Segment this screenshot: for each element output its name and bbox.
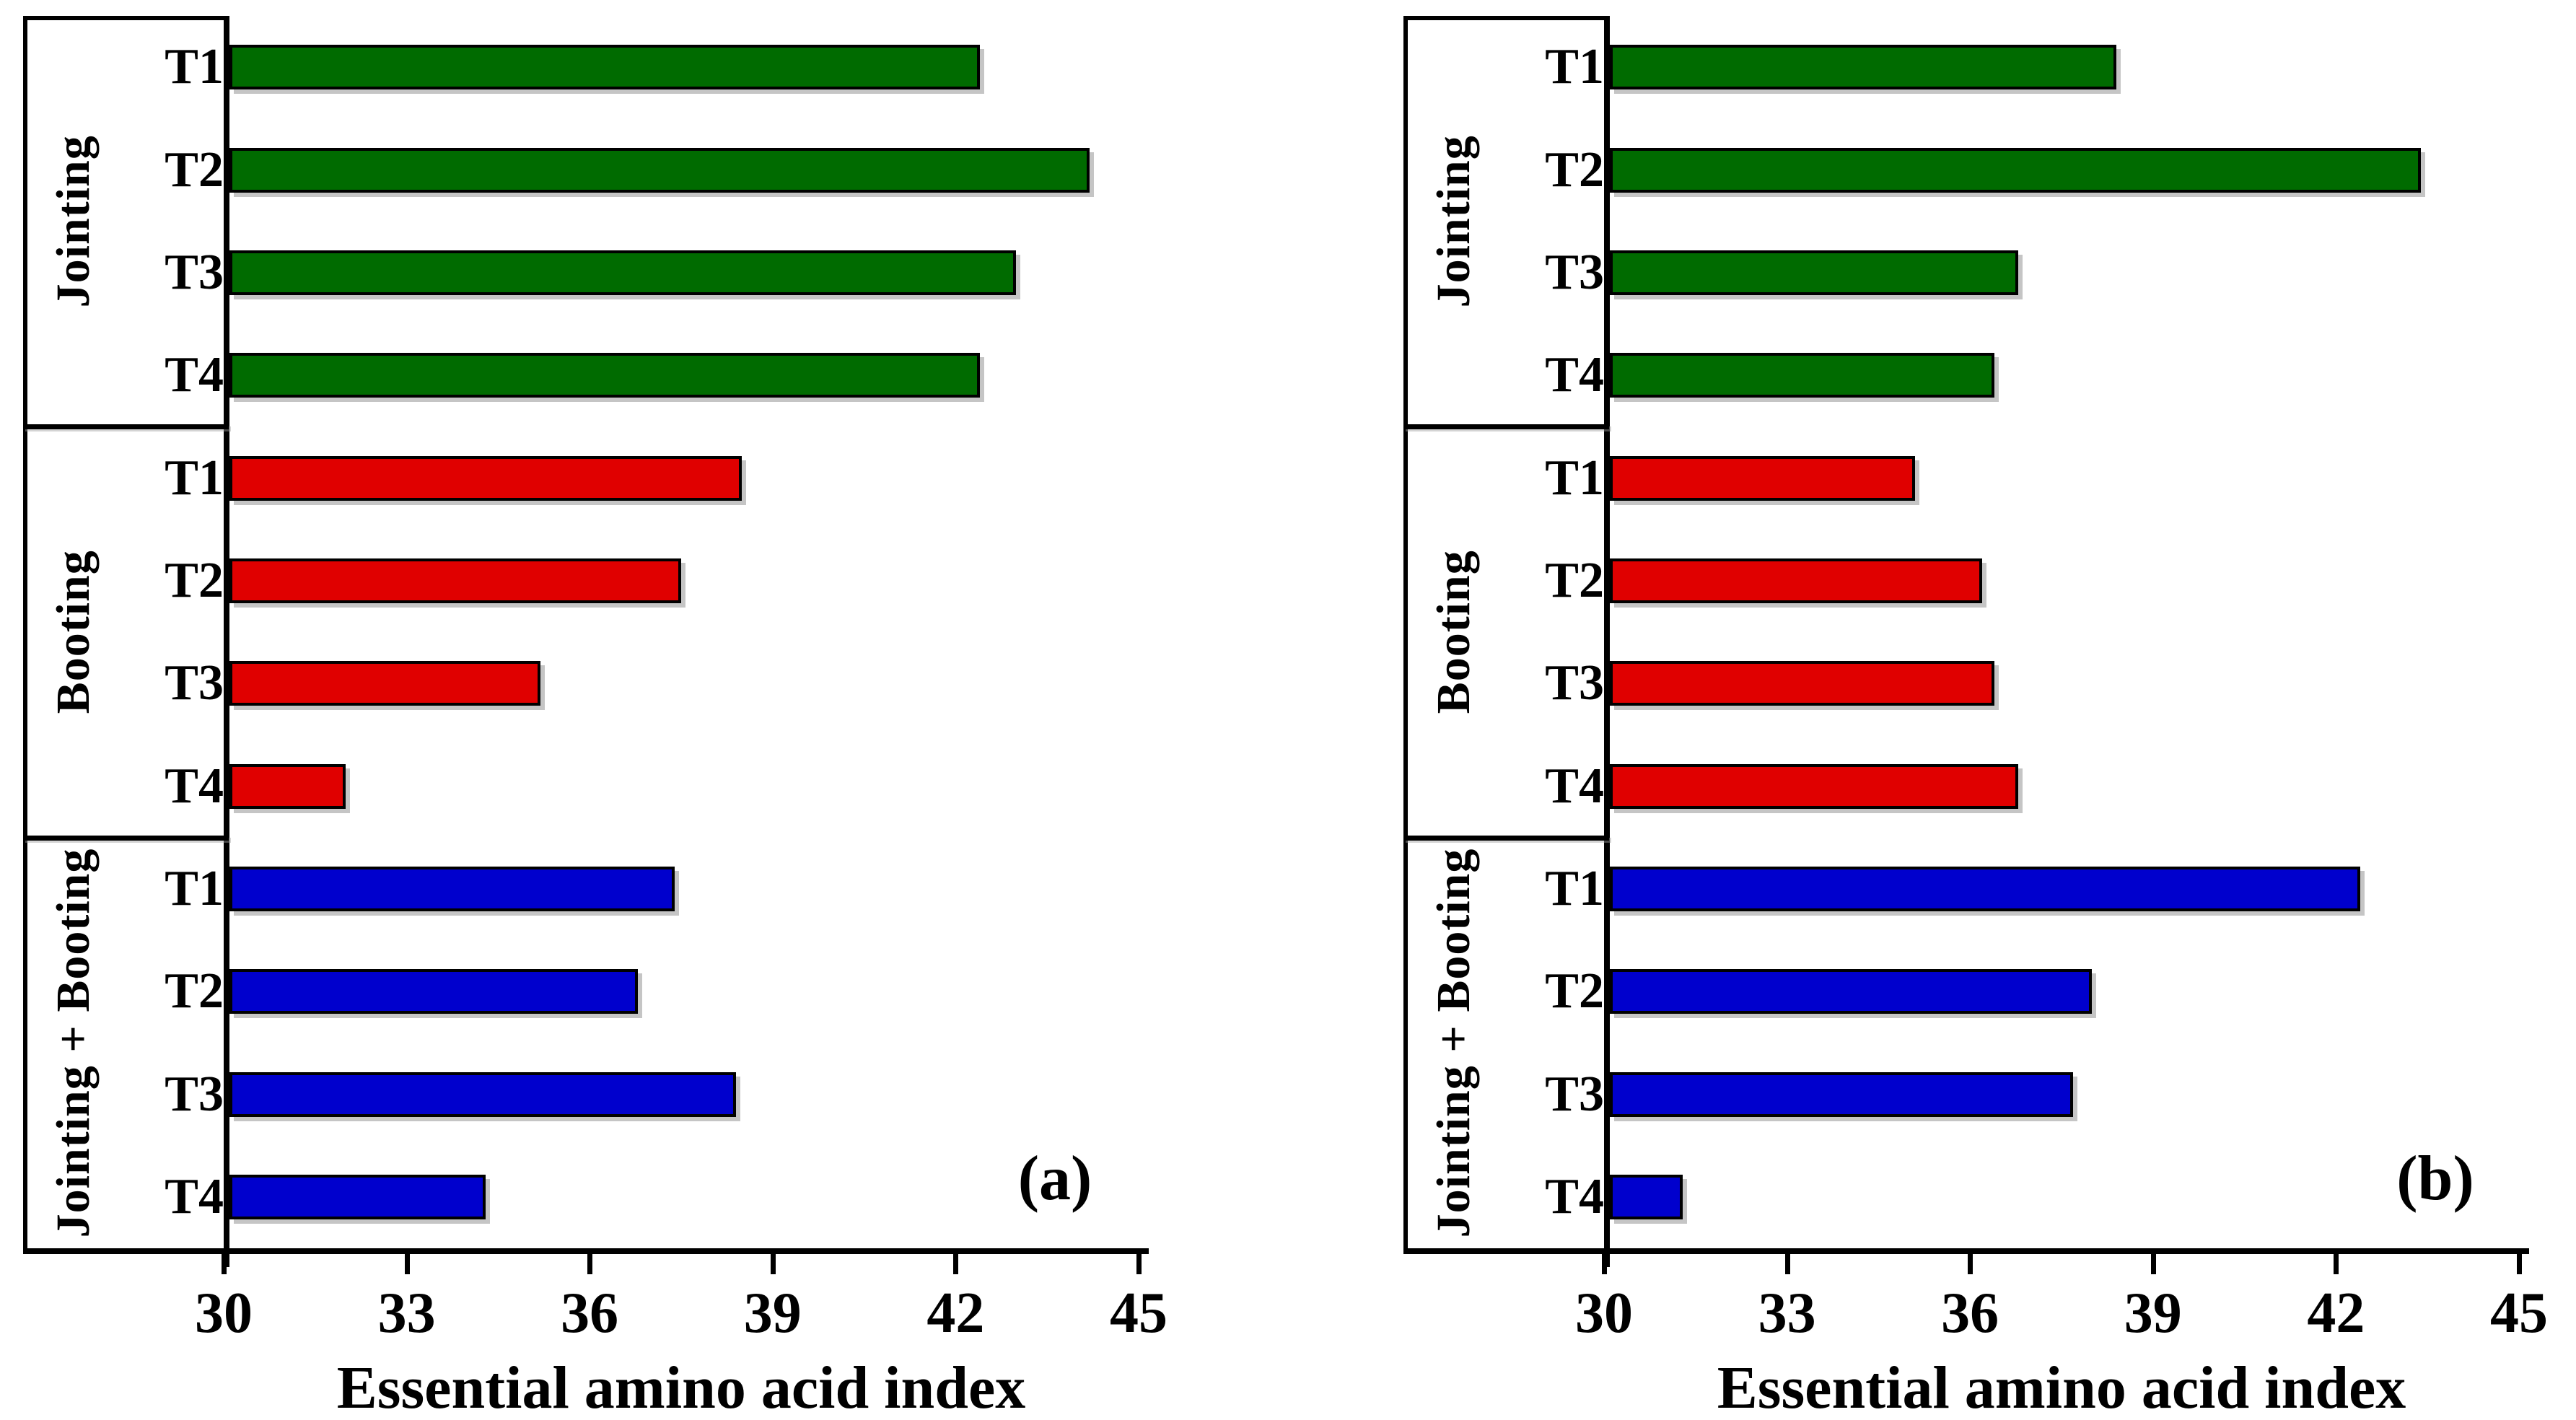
category-label: T4 (1545, 347, 1604, 403)
x-tick-mark (953, 1254, 959, 1274)
bar (1610, 353, 1994, 398)
category-label: T1 (1545, 39, 1604, 95)
category-label: T4 (1545, 1168, 1604, 1224)
category-label: T1 (165, 860, 224, 916)
bar (1610, 866, 2360, 911)
category-label: T1 (165, 450, 224, 506)
x-tick-label: 45 (2489, 1281, 2548, 1345)
panel-a: Essential amino acid index (a) Jointing T… (23, 16, 1192, 1420)
category-column (1403, 16, 1604, 1248)
bar (229, 969, 639, 1014)
category-label: T2 (1545, 141, 1604, 198)
x-tick-mark (2150, 1254, 2156, 1274)
bar (229, 353, 980, 398)
bar (1610, 455, 1915, 501)
x-tick-mark (1136, 1254, 1142, 1274)
x-tick-mark (587, 1254, 593, 1274)
bar (1610, 1174, 1683, 1219)
category-label: T2 (1545, 552, 1604, 608)
category-label: T2 (1545, 963, 1604, 1020)
bar (229, 147, 1090, 193)
x-axis-title: Essential amino acid index (336, 1354, 1026, 1420)
bar (229, 866, 675, 911)
x-tick-mark (222, 1254, 227, 1274)
category-label: T2 (165, 552, 224, 608)
category-label: T3 (165, 655, 224, 711)
group-separator-line (1403, 835, 1609, 841)
x-tick-mark (1784, 1254, 1790, 1274)
category-label: T3 (1545, 244, 1604, 300)
y-axis-line (224, 16, 229, 1267)
x-tick-label: 30 (1575, 1281, 1633, 1345)
bar (229, 455, 742, 501)
x-tick-label: 42 (926, 1281, 985, 1345)
x-tick-label: 36 (1941, 1281, 1999, 1345)
x-tick-label: 39 (743, 1281, 802, 1345)
x-tick-label: 45 (1109, 1281, 1167, 1345)
category-label: T1 (1545, 860, 1604, 916)
group-separator-line (1403, 424, 1609, 430)
x-tick-mark (1968, 1254, 1973, 1274)
bar (1610, 558, 1982, 603)
x-tick-mark (2516, 1254, 2522, 1274)
x-tick-label: 42 (2307, 1281, 2365, 1345)
x-tick-mark (404, 1254, 410, 1274)
bar (1610, 1071, 2074, 1117)
group-separator-line (23, 424, 229, 430)
category-label: T3 (1545, 655, 1604, 711)
category-label: T3 (165, 1066, 224, 1122)
panel-letter-label: (a) (1017, 1144, 1092, 1214)
x-tick-mark (2334, 1254, 2339, 1274)
panel-b: Essential amino acid index (b) Jointing T… (1403, 16, 2572, 1420)
category-label: T4 (165, 1168, 224, 1224)
bar (1610, 147, 2422, 193)
category-label: T3 (1545, 1066, 1604, 1122)
category-label: T3 (165, 244, 224, 300)
x-tick-mark (1602, 1254, 1607, 1274)
category-label: T1 (1545, 450, 1604, 506)
bar (1610, 250, 2019, 295)
category-label: T1 (165, 39, 224, 95)
bar (229, 558, 681, 603)
category-label: T2 (165, 963, 224, 1020)
bar (229, 661, 541, 706)
panel-letter-label: (b) (2396, 1144, 2474, 1214)
x-tick-mark (770, 1254, 776, 1274)
bar (229, 45, 980, 90)
category-label: T4 (1545, 758, 1604, 814)
category-column (23, 16, 224, 1248)
x-tick-label: 33 (377, 1281, 436, 1345)
x-tick-label: 30 (195, 1281, 253, 1345)
x-axis-line (23, 1248, 1149, 1254)
bar (1610, 969, 2092, 1014)
category-label: T2 (165, 141, 224, 198)
bar (1610, 763, 2019, 809)
bar (229, 763, 346, 809)
x-axis-title: Essential amino acid index (1717, 1354, 2406, 1420)
bar (229, 1174, 486, 1219)
bar (1610, 661, 1994, 706)
y-axis-line (1604, 16, 1610, 1267)
x-axis-line (1403, 1248, 2529, 1254)
group-separator-line (23, 835, 229, 841)
bar (1610, 45, 2116, 90)
category-label: T4 (165, 347, 224, 403)
category-label: T4 (165, 758, 224, 814)
bar (229, 250, 1017, 295)
x-tick-label: 33 (1758, 1281, 1816, 1345)
x-tick-label: 39 (2124, 1281, 2182, 1345)
x-tick-label: 36 (561, 1281, 619, 1345)
bar (229, 1071, 736, 1117)
